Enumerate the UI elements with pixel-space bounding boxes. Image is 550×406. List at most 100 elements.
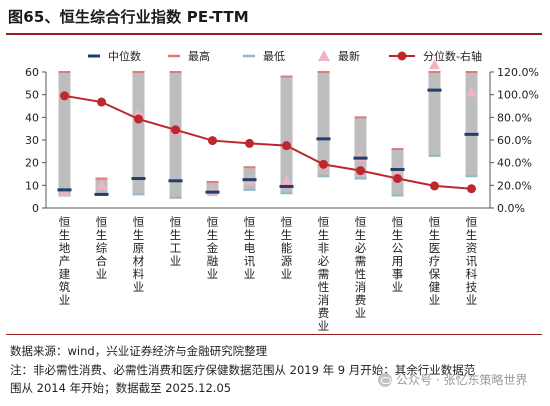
percentile-point: [97, 97, 106, 107]
category-label-char: 生: [207, 228, 219, 242]
left-axis-tick-label: 0: [32, 202, 39, 215]
percentile-point: [134, 114, 143, 124]
category-label-char: 合: [96, 254, 108, 268]
category-label-char: 产: [59, 254, 71, 268]
latest-marker: [466, 86, 477, 97]
category-label-char: 消: [355, 280, 367, 294]
right-axis-tick-label: 120.0%: [497, 66, 539, 79]
legend-label: 最新: [338, 49, 360, 63]
category-label-char: 融: [207, 254, 219, 268]
percentile-point: [319, 159, 328, 169]
percentile-point: [467, 184, 476, 194]
left-axis-tick-label: 50: [25, 89, 39, 102]
category-label-char: 生: [244, 228, 256, 242]
category-label-char: 筑: [59, 280, 71, 294]
category-label-char: 恒: [392, 215, 404, 229]
category-label-char: 工: [170, 241, 182, 255]
note-line-2: 围从 2014 年开始；数据截至 2025.12.05: [10, 381, 232, 395]
category-label-char: 业: [170, 254, 182, 268]
category-label-char: 生: [466, 228, 478, 242]
category-label-char: 生: [170, 228, 182, 242]
percentile-point: [171, 125, 180, 135]
latest-marker: [133, 107, 144, 118]
left-axis-tick-label: 30: [25, 134, 39, 147]
category-label-char: 消: [318, 293, 330, 307]
category-label-char: 生: [392, 228, 404, 242]
category-label-char: 业: [355, 306, 367, 320]
category-label-char: 讯: [244, 254, 256, 268]
category-label-char: 生: [133, 228, 145, 242]
category-label-char: 疗: [429, 254, 441, 268]
category-label-char: 恒: [355, 215, 367, 229]
category-label-char: 业: [133, 280, 145, 294]
category-label-char: 恒: [244, 215, 256, 229]
left-axis-tick-label: 10: [25, 179, 39, 192]
chart-footer: 数据来源：wind，兴业证券经济与金融研究院整理 注：非必需性消费、必需性消费和…: [0, 334, 550, 406]
pe-ttm-chart: 中位数 最高 最低 最新 分位数-右轴 0 10 20 30 40 50 60 0.0% 20.0% 40.…: [25, 49, 539, 332]
title-divider: [6, 33, 542, 35]
category-label-char: 生: [59, 228, 71, 242]
range-bar: [280, 76, 293, 194]
category-label-char: 恒: [59, 215, 71, 229]
category-label-char: 源: [281, 254, 293, 268]
data-source: 数据来源：wind，兴业证券经济与金融研究院整理: [10, 344, 268, 358]
category-label-char: 生: [96, 228, 108, 242]
category-label-char: 金: [207, 241, 219, 255]
category-label-char: 地: [59, 241, 71, 255]
category-label-char: 料: [133, 267, 145, 281]
category-label-char: 业: [59, 293, 71, 307]
category-label-char: 恒: [133, 215, 145, 229]
category-label-char: 讯: [466, 254, 478, 268]
category-label-char: 业: [244, 267, 256, 281]
category-label-char: 业: [318, 319, 330, 332]
latest-marker: [429, 59, 440, 70]
category-label-char: 性: [355, 267, 367, 281]
category-label-char: 事: [392, 267, 404, 281]
category-label-char: 需: [355, 254, 367, 268]
latest-marker: [96, 179, 107, 190]
category-label-char: 生: [355, 228, 367, 242]
category-label-char: 业: [466, 293, 478, 307]
percentile-point: [208, 136, 217, 146]
category-label-char: 非: [318, 241, 330, 255]
legend-label: 中位数: [108, 49, 141, 63]
right-axis-tick-label: 80.0%: [497, 111, 532, 124]
watermark: 公众号 · 张忆东策略世界: [378, 371, 527, 388]
category-label-char: 恒: [207, 215, 219, 229]
category-label-char: 用: [392, 254, 404, 268]
percentile-point: [60, 91, 69, 101]
category-label-char: 需: [318, 267, 330, 281]
category-label-char: 恒: [281, 215, 293, 229]
category-label-char: 恒: [170, 215, 182, 229]
percentile-point: [356, 166, 365, 176]
category-label-char: 原: [133, 241, 145, 255]
left-axis-tick-label: 40: [25, 111, 39, 124]
percentile-point: [393, 174, 402, 184]
category-label-char: 业: [281, 267, 293, 281]
percentile-point: [430, 181, 439, 191]
right-axis-tick-label: 40.0%: [497, 157, 532, 170]
category-label-char: 科: [466, 267, 478, 281]
category-label-char: 恒: [96, 215, 108, 229]
range-bar: [465, 72, 478, 177]
legend-percentile-dot: [397, 51, 407, 61]
category-label-char: 恒: [466, 215, 478, 229]
percentile-line: [64, 94, 472, 190]
category-label-char: 恒: [429, 215, 441, 229]
range-bar: [58, 72, 71, 196]
latest-marker: [281, 175, 292, 186]
right-axis-tick-label: 100.0%: [497, 89, 539, 102]
footer-divider: [6, 334, 542, 335]
category-label-char: 费: [318, 306, 330, 320]
category-label-char: 资: [466, 241, 478, 255]
right-axis-tick-label: 20.0%: [497, 179, 532, 192]
legend-label: 最高: [188, 49, 210, 63]
category-label-char: 综: [96, 241, 108, 255]
legend-latest-swatch: [318, 50, 330, 61]
category-label-char: 健: [429, 280, 441, 294]
category-label-char: 费: [355, 293, 367, 307]
percentile-point: [282, 141, 291, 151]
category-label-char: 性: [318, 280, 330, 294]
category-label-char: 公: [392, 241, 404, 255]
category-label-char: 业: [96, 267, 108, 281]
